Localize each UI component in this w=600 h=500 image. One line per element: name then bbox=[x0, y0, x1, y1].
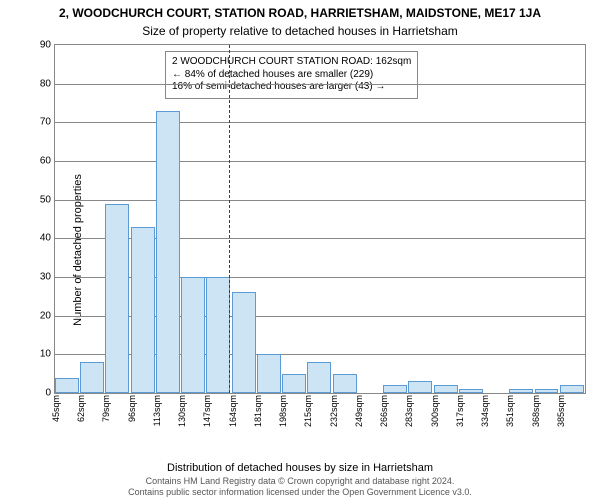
x-tick-label: 249sqm bbox=[354, 395, 364, 427]
y-tick-label: 60 bbox=[40, 156, 51, 167]
x-tick-label: 79sqm bbox=[101, 395, 111, 422]
x-tick-label: 181sqm bbox=[253, 395, 263, 427]
x-tick-label: 130sqm bbox=[177, 395, 187, 427]
histogram-bar bbox=[257, 354, 281, 393]
histogram-bar bbox=[509, 389, 533, 393]
y-tick-label: 40 bbox=[40, 233, 51, 244]
histogram-bar bbox=[156, 111, 180, 393]
x-tick-label: 198sqm bbox=[278, 395, 288, 427]
histogram-bar bbox=[408, 381, 432, 393]
gridline bbox=[55, 161, 585, 162]
reference-line bbox=[229, 45, 230, 393]
histogram-bar bbox=[181, 277, 205, 393]
x-tick-label: 368sqm bbox=[531, 395, 541, 427]
y-tick-label: 20 bbox=[40, 310, 51, 321]
histogram-bar bbox=[105, 204, 129, 393]
histogram-bar bbox=[55, 378, 79, 393]
footer-line2: Contains public sector information licen… bbox=[0, 487, 600, 498]
x-tick-label: 232sqm bbox=[329, 395, 339, 427]
histogram-bar bbox=[434, 385, 458, 393]
x-tick-label: 113sqm bbox=[152, 395, 162, 426]
x-tick-label: 215sqm bbox=[303, 395, 313, 427]
histogram-bar bbox=[535, 389, 559, 393]
x-tick-label: 317sqm bbox=[455, 395, 465, 427]
histogram-bar bbox=[232, 292, 256, 393]
x-tick-label: 266sqm bbox=[379, 395, 389, 427]
histogram-bar bbox=[333, 374, 357, 393]
x-tick-label: 147sqm bbox=[202, 395, 212, 427]
footer-line1: Contains HM Land Registry data © Crown c… bbox=[0, 476, 600, 487]
x-axis-label: Distribution of detached houses by size … bbox=[0, 462, 600, 474]
x-tick-label: 62sqm bbox=[76, 395, 86, 422]
histogram-bar bbox=[80, 362, 104, 393]
legend-line1: 2 WOODCHURCH COURT STATION ROAD: 162sqm bbox=[172, 56, 411, 69]
y-tick-label: 80 bbox=[40, 78, 51, 89]
x-tick-label: 385sqm bbox=[556, 395, 566, 427]
histogram-plot: 2 WOODCHURCH COURT STATION ROAD: 162sqm … bbox=[54, 44, 586, 394]
histogram-bar bbox=[282, 374, 306, 393]
y-tick-label: 50 bbox=[40, 194, 51, 205]
histogram-bar bbox=[383, 385, 407, 393]
histogram-bar bbox=[206, 277, 230, 393]
histogram-bar bbox=[131, 227, 155, 393]
histogram-bar bbox=[459, 389, 483, 393]
x-tick-label: 96sqm bbox=[127, 395, 137, 422]
y-tick-label: 90 bbox=[40, 40, 51, 51]
x-tick-label: 45sqm bbox=[51, 395, 61, 422]
title-address: 2, WOODCHURCH COURT, STATION ROAD, HARRI… bbox=[0, 6, 600, 20]
gridline bbox=[55, 122, 585, 123]
legend-box: 2 WOODCHURCH COURT STATION ROAD: 162sqm … bbox=[165, 51, 418, 99]
x-tick-label: 283sqm bbox=[404, 395, 414, 427]
x-tick-label: 334sqm bbox=[480, 395, 490, 427]
histogram-bar bbox=[307, 362, 331, 393]
histogram-bar bbox=[560, 385, 584, 393]
title-subtitle: Size of property relative to detached ho… bbox=[0, 24, 600, 38]
legend-line2: ← 84% of detached houses are smaller (22… bbox=[172, 69, 411, 82]
gridline bbox=[55, 84, 585, 85]
x-tick-label: 351sqm bbox=[505, 395, 515, 427]
gridline bbox=[55, 200, 585, 201]
y-tick-label: 70 bbox=[40, 117, 51, 128]
x-tick-label: 300sqm bbox=[430, 395, 440, 427]
y-tick-label: 30 bbox=[40, 272, 51, 283]
footer-attribution: Contains HM Land Registry data © Crown c… bbox=[0, 476, 600, 498]
x-tick-label: 164sqm bbox=[228, 395, 238, 427]
y-tick-label: 10 bbox=[40, 349, 51, 360]
